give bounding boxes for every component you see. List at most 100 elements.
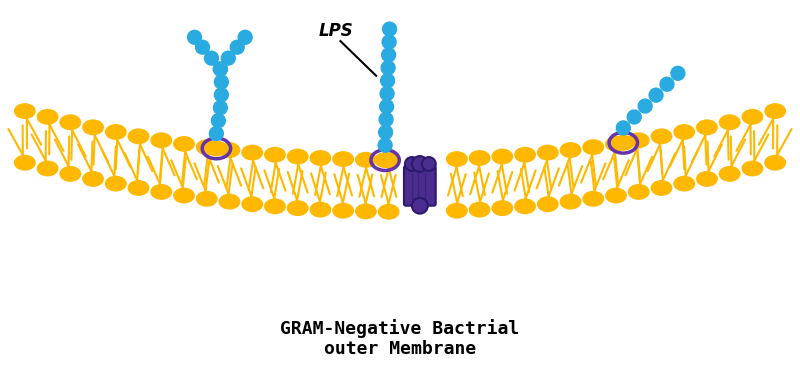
Ellipse shape [355, 152, 377, 168]
Ellipse shape [14, 103, 36, 119]
Circle shape [214, 62, 227, 76]
Circle shape [381, 74, 394, 88]
Ellipse shape [491, 149, 514, 165]
Ellipse shape [14, 155, 36, 171]
Circle shape [405, 157, 419, 171]
Ellipse shape [332, 151, 354, 167]
Text: outer Membrane: outer Membrane [324, 340, 476, 358]
Ellipse shape [173, 136, 195, 152]
Ellipse shape [560, 142, 582, 158]
Ellipse shape [105, 124, 126, 140]
Ellipse shape [59, 166, 82, 182]
Ellipse shape [242, 145, 263, 161]
Ellipse shape [605, 136, 627, 152]
Ellipse shape [514, 198, 536, 214]
Circle shape [671, 66, 685, 80]
Circle shape [382, 22, 397, 36]
Ellipse shape [82, 171, 104, 187]
Ellipse shape [150, 132, 172, 148]
Ellipse shape [537, 145, 558, 161]
Circle shape [211, 114, 226, 128]
Ellipse shape [696, 120, 718, 135]
Ellipse shape [446, 203, 468, 219]
Ellipse shape [378, 204, 399, 220]
Ellipse shape [286, 200, 309, 216]
Circle shape [210, 127, 223, 141]
Ellipse shape [128, 128, 150, 144]
Ellipse shape [264, 198, 286, 214]
Circle shape [188, 30, 202, 44]
Ellipse shape [628, 132, 650, 148]
Ellipse shape [628, 184, 650, 200]
Ellipse shape [469, 150, 490, 166]
Circle shape [380, 87, 394, 101]
Ellipse shape [696, 171, 718, 187]
Ellipse shape [612, 135, 634, 151]
Ellipse shape [173, 188, 195, 204]
Ellipse shape [742, 161, 763, 176]
Circle shape [638, 99, 652, 113]
Circle shape [422, 157, 436, 171]
Ellipse shape [206, 141, 227, 157]
Ellipse shape [37, 161, 58, 176]
Ellipse shape [218, 194, 240, 209]
Circle shape [412, 156, 428, 172]
FancyBboxPatch shape [404, 166, 436, 206]
Ellipse shape [128, 180, 150, 196]
Ellipse shape [469, 202, 490, 218]
Circle shape [195, 40, 210, 54]
Circle shape [378, 125, 393, 139]
Ellipse shape [196, 139, 218, 155]
Ellipse shape [650, 128, 672, 144]
Ellipse shape [37, 109, 58, 125]
Ellipse shape [218, 142, 240, 158]
Ellipse shape [242, 196, 263, 212]
Circle shape [412, 198, 428, 213]
Ellipse shape [355, 204, 377, 219]
Ellipse shape [196, 191, 218, 207]
Circle shape [616, 121, 630, 135]
Ellipse shape [674, 176, 695, 192]
Ellipse shape [310, 202, 331, 218]
Circle shape [214, 62, 227, 76]
Ellipse shape [105, 176, 126, 192]
Ellipse shape [378, 152, 399, 168]
Ellipse shape [264, 147, 286, 163]
Ellipse shape [742, 109, 763, 125]
Ellipse shape [764, 103, 786, 119]
Circle shape [660, 77, 674, 91]
Ellipse shape [560, 194, 582, 209]
Ellipse shape [150, 184, 172, 200]
Circle shape [230, 40, 244, 54]
Ellipse shape [332, 203, 354, 219]
Ellipse shape [718, 114, 741, 130]
Circle shape [627, 110, 641, 124]
Ellipse shape [718, 166, 741, 182]
Ellipse shape [514, 147, 536, 163]
Ellipse shape [650, 180, 672, 196]
Ellipse shape [605, 188, 627, 204]
Circle shape [214, 75, 228, 89]
Circle shape [378, 138, 392, 152]
Ellipse shape [286, 149, 309, 165]
Circle shape [214, 88, 228, 102]
Ellipse shape [582, 191, 604, 207]
Text: LPS: LPS [318, 22, 354, 40]
Ellipse shape [310, 150, 331, 166]
Ellipse shape [374, 152, 396, 168]
Ellipse shape [82, 120, 104, 135]
Text: GRAM-Negative Bactrial: GRAM-Negative Bactrial [280, 319, 520, 339]
Ellipse shape [491, 200, 514, 216]
Ellipse shape [674, 124, 695, 140]
Ellipse shape [764, 155, 786, 171]
Circle shape [381, 61, 395, 75]
Circle shape [222, 51, 235, 65]
Ellipse shape [582, 139, 604, 155]
Circle shape [214, 101, 227, 115]
Ellipse shape [537, 196, 558, 212]
Circle shape [379, 112, 393, 127]
Ellipse shape [446, 151, 468, 167]
Circle shape [649, 88, 663, 102]
Circle shape [382, 48, 395, 62]
Circle shape [238, 30, 252, 44]
